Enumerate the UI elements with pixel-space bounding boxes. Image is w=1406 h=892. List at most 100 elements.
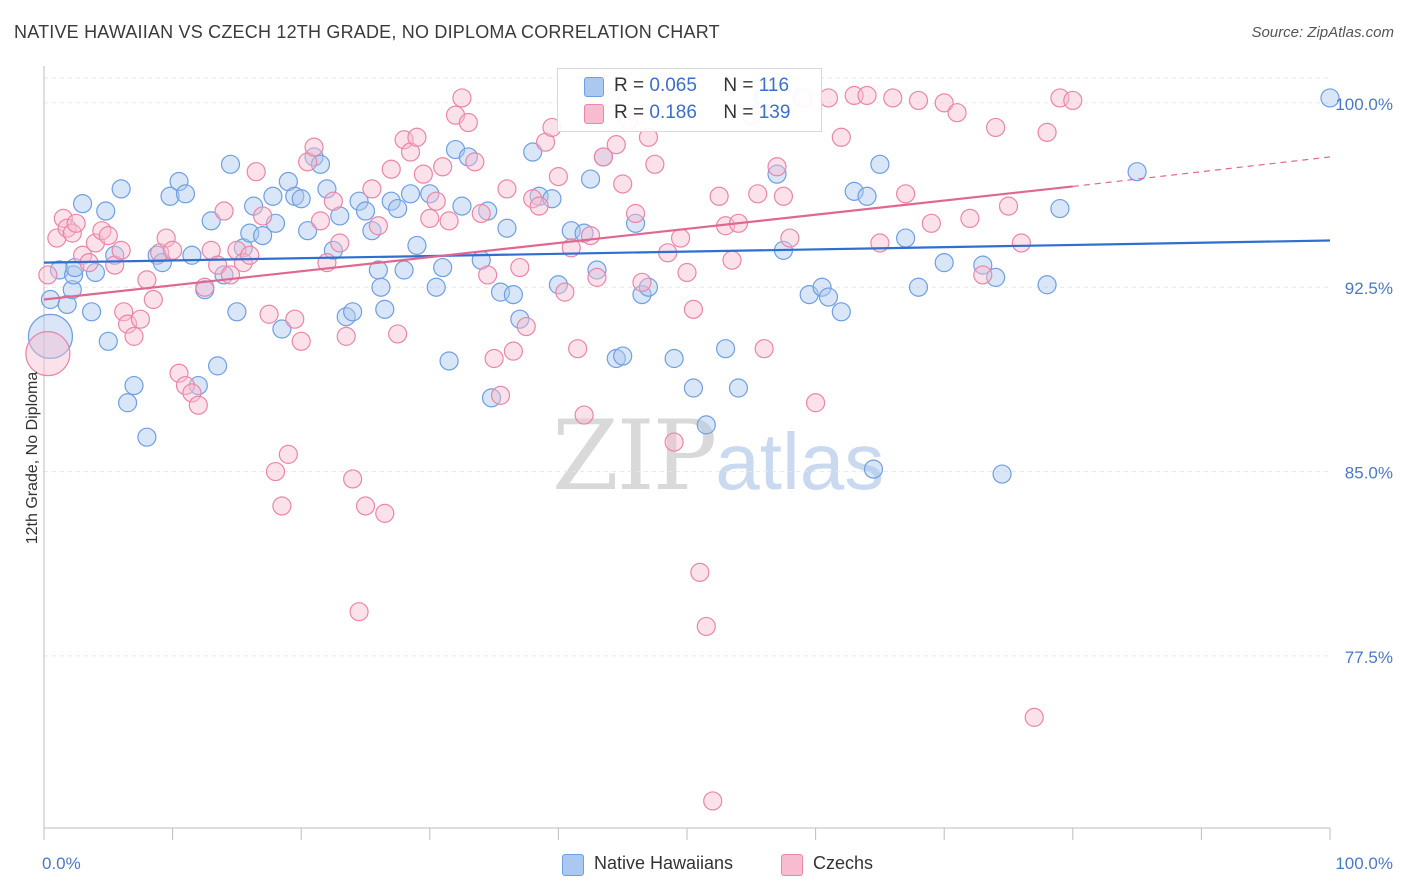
data-point <box>748 184 768 204</box>
data-point <box>973 265 993 285</box>
chart-title: NATIVE HAWAIIAN VS CZECH 12TH GRADE, NO … <box>14 22 720 42</box>
data-point <box>72 194 93 214</box>
data-point <box>208 356 228 376</box>
data-point <box>497 218 517 238</box>
n-value: 116 <box>758 75 790 96</box>
r-value: 0.065 <box>649 75 697 96</box>
data-point <box>458 147 478 167</box>
data-point <box>246 162 266 182</box>
data-point <box>137 270 157 290</box>
data-point <box>831 127 851 147</box>
data-point <box>805 393 826 413</box>
data-point <box>625 203 646 224</box>
data-point <box>664 432 684 452</box>
data-point <box>355 496 376 516</box>
data-point <box>220 154 241 174</box>
data-point <box>98 226 118 246</box>
data-point <box>336 307 356 327</box>
data-point <box>394 260 414 280</box>
data-point <box>992 464 1012 484</box>
y-tick-label: 85.0% <box>1345 464 1393 483</box>
data-point <box>1024 707 1044 727</box>
stats-legend: R = 0.065 N = 116 R = 0.186 N = 139 <box>557 68 822 132</box>
data-point <box>516 316 536 337</box>
data-point <box>465 152 485 172</box>
data-point <box>240 245 260 265</box>
data-point <box>362 179 382 199</box>
data-point <box>426 191 446 211</box>
x-tick-label: 100.0% <box>1335 854 1393 873</box>
data-point <box>452 196 472 216</box>
data-point <box>111 240 131 260</box>
data-point <box>160 186 180 206</box>
data-point <box>343 469 363 489</box>
data-point <box>130 309 151 329</box>
data-point <box>304 137 324 157</box>
data-point <box>947 103 967 123</box>
data-point <box>683 299 704 319</box>
data-point <box>92 221 112 241</box>
data-point <box>381 191 401 211</box>
swatch-czechs <box>584 104 604 124</box>
data-point <box>478 265 498 285</box>
data-point <box>664 348 684 369</box>
y-tick-label: 100.0% <box>1335 95 1393 114</box>
trend-line-extension <box>1072 156 1331 188</box>
data-point <box>1011 233 1031 253</box>
data-point <box>934 93 954 113</box>
data-point <box>336 326 356 346</box>
data-point <box>908 90 929 111</box>
data-point <box>625 213 646 233</box>
n-label: N = <box>723 102 754 123</box>
data-point <box>960 208 980 228</box>
data-point <box>921 213 941 233</box>
data-point <box>1050 198 1070 219</box>
source-credit: Source: ZipAtlas.com <box>1251 24 1394 41</box>
data-point <box>548 167 569 187</box>
data-point <box>175 375 196 396</box>
data-point <box>124 375 144 396</box>
data-point <box>986 117 1006 138</box>
data-point <box>124 326 144 346</box>
data-point <box>857 186 877 206</box>
data-point <box>137 427 157 447</box>
data-point <box>400 184 421 204</box>
data-point <box>169 363 189 383</box>
data-point <box>818 287 839 307</box>
trend-line <box>43 239 1331 264</box>
data-point <box>896 184 916 204</box>
data-point <box>105 245 125 265</box>
data-point <box>381 159 401 179</box>
data-point <box>523 142 543 162</box>
data-point <box>709 186 729 206</box>
series-czechs <box>25 85 1083 811</box>
data-point <box>439 351 459 371</box>
data-point <box>812 277 832 297</box>
data-point <box>98 331 118 351</box>
data-point <box>49 260 70 280</box>
data-points <box>25 85 1340 811</box>
data-point <box>407 235 427 256</box>
data-point <box>863 459 884 479</box>
data-point <box>857 85 877 106</box>
data-point <box>555 282 575 302</box>
data-point <box>214 201 234 221</box>
data-point <box>870 154 890 174</box>
data-point <box>433 257 453 278</box>
data-point <box>613 346 633 366</box>
data-point <box>580 226 601 246</box>
data-point <box>53 208 73 228</box>
data-point <box>143 289 163 310</box>
data-point <box>503 341 523 361</box>
data-point <box>413 164 433 184</box>
watermark-atlas: atlas <box>715 417 885 506</box>
data-point <box>175 184 196 204</box>
y-tick-label: 77.5% <box>1345 648 1393 667</box>
trend-line <box>43 185 1073 301</box>
data-point <box>25 330 71 377</box>
data-point <box>375 299 395 319</box>
data-point <box>317 179 337 199</box>
data-point <box>47 228 67 248</box>
axes <box>43 66 1331 840</box>
